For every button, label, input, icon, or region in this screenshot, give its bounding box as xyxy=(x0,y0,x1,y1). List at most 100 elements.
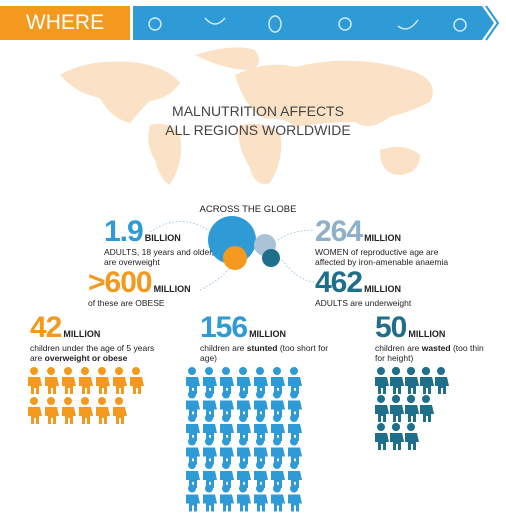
stat-head: 42 MILLION xyxy=(30,313,160,343)
child-icon xyxy=(45,397,59,424)
child-icon xyxy=(220,437,234,465)
child-icon xyxy=(79,367,93,394)
child-icon xyxy=(203,461,217,488)
child-icon xyxy=(186,367,200,394)
stat-number: 156 xyxy=(200,311,248,344)
child-icon xyxy=(288,367,302,394)
map-title-line: MALNUTRITION AFFECTS xyxy=(172,103,344,119)
child-icon xyxy=(186,390,200,418)
child-icon xyxy=(288,437,302,465)
stat: 156 MILLION children are stunted (too shor… xyxy=(200,311,330,364)
child-icon xyxy=(271,367,285,394)
child-icon xyxy=(271,414,285,441)
description-part: WOMEN of reproductive age are affected b… xyxy=(315,247,449,267)
child-icon xyxy=(62,397,76,424)
child-icon xyxy=(113,367,127,394)
child-icon xyxy=(203,390,217,418)
child-icon xyxy=(220,367,234,394)
child-icon xyxy=(254,484,268,512)
child-icon xyxy=(288,390,302,418)
child-icon xyxy=(237,461,251,488)
stat: 42 MILLION children under the age of 5 yea… xyxy=(30,313,160,364)
stat-head: 264 MILLION xyxy=(315,217,465,247)
child-icon xyxy=(186,437,200,465)
child-icons xyxy=(28,367,449,512)
stat-unit: BILLION xyxy=(144,233,181,243)
stat-number: >600 xyxy=(88,266,153,299)
child-icon xyxy=(254,461,268,488)
map-title-line: ALL REGIONS WORLDWIDE xyxy=(165,122,351,138)
child-icon xyxy=(237,414,251,441)
child-icon xyxy=(405,423,419,450)
stat-unit: MILLION xyxy=(408,329,446,339)
description-part: ADULTS, 18 years and older, are overweig… xyxy=(104,247,214,267)
child-icon xyxy=(271,437,285,465)
stat-unit: MILLION xyxy=(364,284,402,294)
stat-number: 50 xyxy=(375,311,407,344)
banner-arrow xyxy=(485,5,500,41)
stat-head: 50 MILLION xyxy=(375,313,495,343)
stat-head: 1.9 BILLION xyxy=(104,217,214,247)
child-icon xyxy=(96,367,110,394)
child-icon xyxy=(271,390,285,418)
child-icon xyxy=(45,367,59,394)
stat-description: WOMEN of reproductive age are affected b… xyxy=(315,247,465,267)
child-icon xyxy=(254,414,268,441)
globe-circles xyxy=(208,216,280,270)
stat: 1.9 BILLION ADULTS, 18 years and older, ar… xyxy=(104,217,214,268)
description-part: ADULTS are underweight xyxy=(315,298,412,308)
child-icon xyxy=(435,367,449,394)
child-icon xyxy=(220,461,234,488)
description-part: (too thin for height) xyxy=(375,343,484,363)
stat-description: of these are OBESE xyxy=(88,298,208,308)
child-icon xyxy=(220,390,234,418)
stat-unit: MILLION xyxy=(153,284,191,294)
stat-number: 462 xyxy=(315,266,363,299)
child-icon xyxy=(237,484,251,512)
stat-description: ADULTS, 18 years and older, are overweig… xyxy=(104,247,214,267)
child-icon xyxy=(288,414,302,441)
description-part: children are xyxy=(200,343,247,353)
description-part: overweight or obese xyxy=(44,353,128,363)
description-part: of these are OBESE xyxy=(88,298,165,308)
child-icon xyxy=(186,414,200,441)
header-title: WHERE xyxy=(25,11,105,34)
child-icon xyxy=(420,395,434,422)
description-part: (too short for age) xyxy=(200,343,329,363)
child-icon xyxy=(130,367,144,394)
child-icon xyxy=(271,461,285,488)
stat-description: children are wasted (too thin for height… xyxy=(375,343,495,363)
child-icon xyxy=(254,367,268,394)
child-icon xyxy=(28,367,42,394)
stat-unit: MILLION xyxy=(63,329,101,339)
child-icon xyxy=(203,367,217,394)
child-icon xyxy=(405,367,419,394)
header-banner xyxy=(133,6,494,40)
stat-number: 264 xyxy=(315,215,363,248)
header-tab xyxy=(0,6,130,40)
stat-number: 42 xyxy=(30,311,62,344)
child-icon xyxy=(203,484,217,512)
child-icon xyxy=(203,414,217,441)
child-icon xyxy=(390,395,404,422)
stat-unit: MILLION xyxy=(249,329,287,339)
stat: 462 MILLION ADULTS are underweight xyxy=(315,268,465,309)
stat-unit: MILLION xyxy=(364,233,402,243)
child-icon xyxy=(375,367,389,394)
child-icon xyxy=(113,397,127,424)
child-icon xyxy=(288,484,302,512)
child-icon xyxy=(254,437,268,465)
child-icon xyxy=(390,367,404,394)
child-icon xyxy=(28,397,42,424)
child-icon xyxy=(96,397,110,424)
child-icon xyxy=(254,390,268,418)
world-map xyxy=(60,47,433,185)
map-title: MALNUTRITION AFFECTS ALL REGIONS WORLDWI… xyxy=(100,102,416,140)
stat-head: 462 MILLION xyxy=(315,268,465,298)
stat: >600 MILLION of these are OBESE xyxy=(88,266,208,309)
child-icon xyxy=(375,395,389,422)
connectors xyxy=(149,221,315,291)
child-icon xyxy=(288,461,302,488)
